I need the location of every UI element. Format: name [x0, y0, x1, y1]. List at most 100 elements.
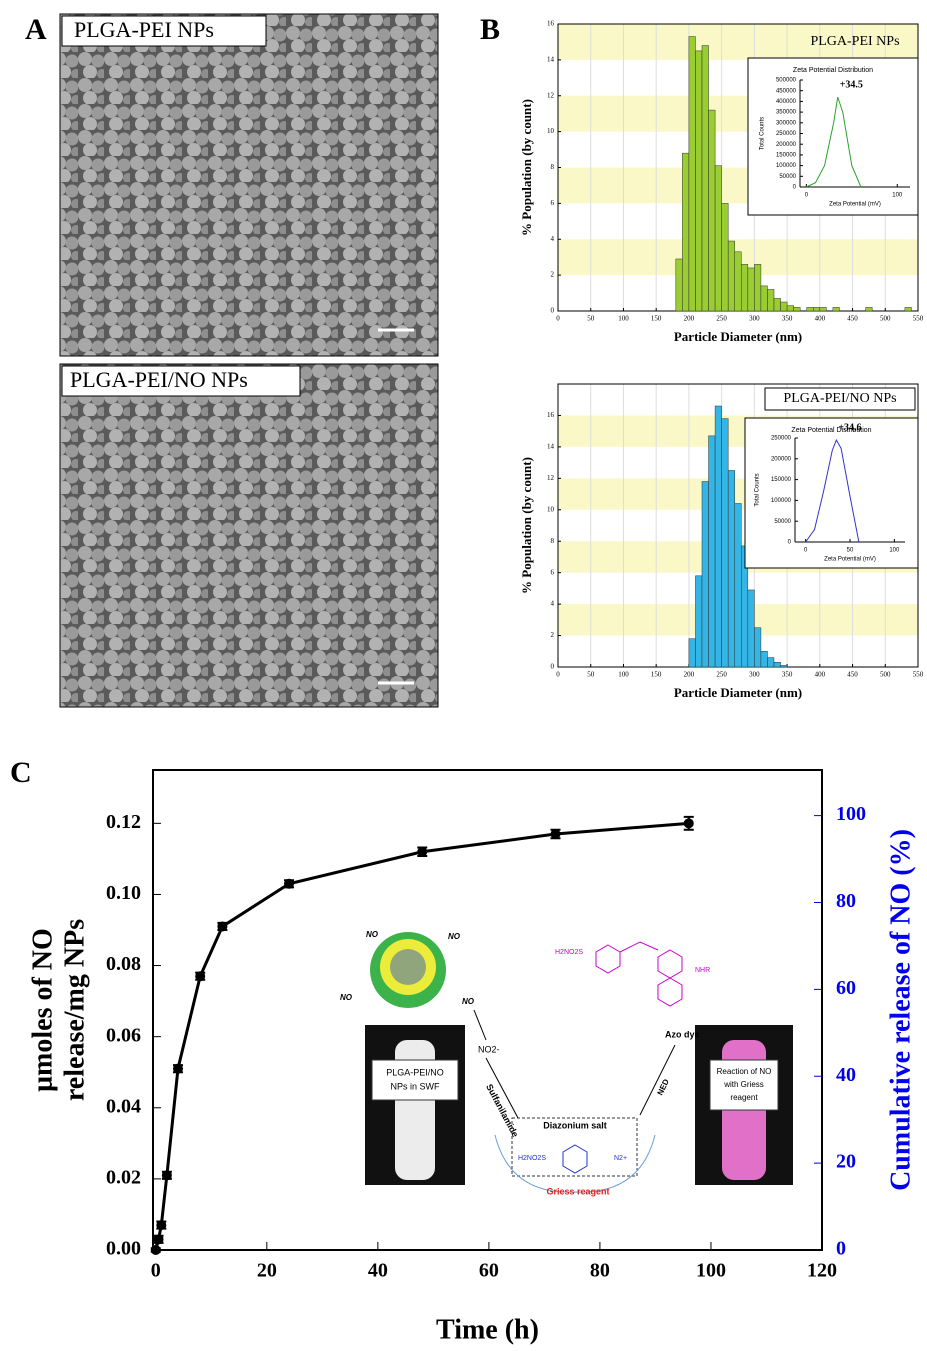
y-axis-label: μmoles of NO [27, 928, 58, 1092]
bar [780, 665, 788, 668]
bar [813, 307, 821, 312]
y-tick-label: 150000 [771, 477, 792, 483]
marker [150, 1245, 161, 1255]
y-tick-label: 16 [547, 411, 555, 419]
bar [714, 405, 722, 668]
x-tick-label: 250 [716, 315, 727, 323]
x-tick-label: 300 [749, 671, 760, 679]
chart-title: PLGA-PEI/NO NPs [783, 391, 896, 406]
azo-bond [619, 941, 659, 953]
panel-label: A [25, 13, 47, 46]
y-tick-label: 2 [551, 631, 555, 639]
y-axis-label: Total Counts [760, 117, 766, 150]
sem-image [59, 363, 439, 708]
y-tick-label: 150000 [776, 152, 797, 158]
y2-tick-label: 80 [836, 890, 856, 912]
bar [760, 651, 768, 668]
x-tick-label: 50 [587, 315, 595, 323]
x-tick-label: 120 [807, 1260, 837, 1282]
no-label: NO [340, 993, 353, 1002]
x-tick-label: 50 [587, 671, 595, 679]
bar [767, 289, 775, 312]
photo-label-box [709, 1059, 779, 1111]
bar [754, 264, 762, 312]
y-tick-label: 4 [551, 235, 555, 243]
label-box [61, 365, 301, 397]
y-tick-label: 16 [547, 20, 555, 28]
photo-label: reagent [730, 1093, 758, 1102]
x-tick-label: 450 [847, 315, 858, 323]
y-tick-label: 10 [547, 127, 555, 135]
y-tick-label: 0 [551, 307, 555, 315]
marker [217, 921, 228, 932]
marker [153, 1234, 164, 1245]
bar [773, 298, 781, 312]
y-tick-label: 300000 [776, 120, 797, 126]
no-label: NO [462, 997, 475, 1006]
x-tick-label: 0 [556, 671, 560, 679]
polymer-mesh [390, 949, 426, 985]
x-tick-label: 500 [880, 315, 891, 323]
x-axis-label: Zeta Potential (mV) [824, 557, 876, 563]
x-tick-label: 100 [696, 1260, 726, 1282]
y-tick-label: 250000 [771, 436, 792, 442]
bar [688, 638, 696, 668]
x-axis-label: Zeta Potential (mV) [829, 202, 881, 208]
photo-label-box [371, 1059, 459, 1101]
sem-image [59, 13, 439, 357]
marker [417, 846, 428, 857]
y-tick-label: 12 [547, 91, 555, 99]
y-tick-label: 8 [551, 537, 555, 545]
y-tick-label: 8 [551, 163, 555, 171]
bar [780, 301, 788, 312]
x-tick-label: 100 [618, 315, 629, 323]
marker [156, 1220, 167, 1231]
bar [721, 418, 729, 668]
bar [714, 165, 722, 312]
ring [657, 977, 683, 1007]
bar [695, 50, 703, 312]
sem-label: PLGA-PEI NPs [74, 17, 214, 42]
y-tick-label: 6 [551, 568, 555, 576]
x-tick-label: 100 [889, 548, 900, 554]
line [806, 96, 862, 188]
y-tick-label: 0.10 [106, 882, 141, 904]
panel-label: B [480, 13, 500, 46]
y2-tick-label: 20 [836, 1151, 856, 1173]
inset-box [747, 57, 919, 216]
x-tick-label: 400 [815, 315, 826, 323]
y2-tick-label: 0 [836, 1238, 846, 1260]
x-tick-label: 250 [716, 671, 727, 679]
y-axis-label: release/mg NPs [59, 919, 90, 1101]
y-tick-label: 0 [551, 663, 555, 671]
x-tick-label: 100 [618, 671, 629, 679]
label-box [61, 15, 267, 47]
y-tick-label: 400000 [776, 99, 797, 105]
bar [701, 45, 709, 312]
marker [683, 818, 694, 829]
ring [562, 1144, 588, 1174]
annotation: +34.5 [840, 79, 863, 90]
photo-label: with Griess [723, 1080, 764, 1089]
sem-label: PLGA-PEI/NO NPs [70, 367, 248, 392]
chem-group: NHR [695, 967, 710, 974]
bar [760, 285, 768, 312]
y-tick-label: 350000 [776, 110, 797, 116]
x-tick-label: 200 [684, 315, 695, 323]
y-tick-label: 100000 [771, 498, 792, 504]
x-axis-label: Particle Diameter (nm) [674, 329, 802, 344]
bar [806, 307, 814, 312]
x-tick-label: 350 [782, 671, 793, 679]
no-label: NO [366, 930, 379, 939]
y2-tick-label: 60 [836, 977, 856, 999]
y-axis-label: % Population (by count) [519, 99, 534, 236]
y-tick-label: 450000 [776, 88, 797, 94]
y-tick-label: 0 [788, 540, 792, 546]
bar [767, 657, 775, 668]
bar [734, 251, 742, 312]
y-tick-label: 50000 [774, 519, 791, 525]
chem-group: N2+ [614, 1155, 627, 1162]
bar [747, 267, 755, 312]
bar [675, 258, 683, 312]
